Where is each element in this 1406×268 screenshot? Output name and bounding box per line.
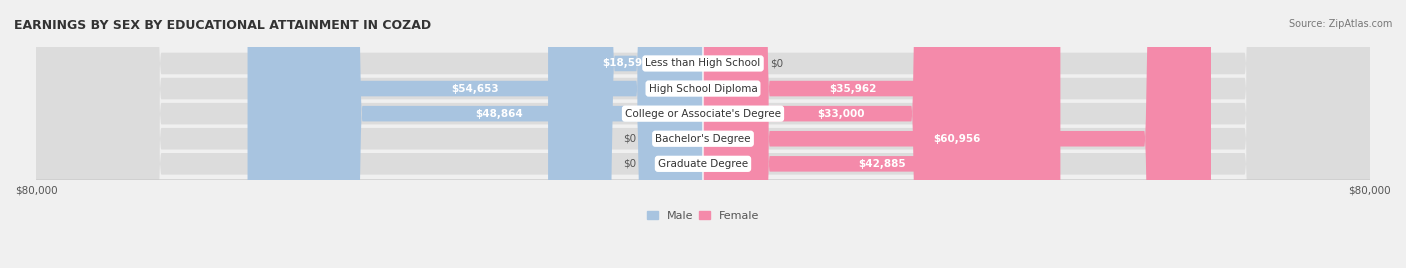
FancyBboxPatch shape <box>247 0 703 268</box>
FancyBboxPatch shape <box>548 0 703 268</box>
Text: Graduate Degree: Graduate Degree <box>658 159 748 169</box>
Text: $18,590: $18,590 <box>602 58 650 68</box>
FancyBboxPatch shape <box>37 0 1369 268</box>
FancyBboxPatch shape <box>37 0 1369 268</box>
Text: $60,956: $60,956 <box>934 134 980 144</box>
FancyBboxPatch shape <box>37 0 1369 268</box>
Text: College or Associate's Degree: College or Associate's Degree <box>626 109 780 119</box>
Text: $35,962: $35,962 <box>830 84 876 94</box>
Text: Source: ZipAtlas.com: Source: ZipAtlas.com <box>1288 19 1392 29</box>
Text: $42,885: $42,885 <box>858 159 905 169</box>
FancyBboxPatch shape <box>703 0 1002 268</box>
Text: Bachelor's Degree: Bachelor's Degree <box>655 134 751 144</box>
Text: EARNINGS BY SEX BY EDUCATIONAL ATTAINMENT IN COZAD: EARNINGS BY SEX BY EDUCATIONAL ATTAINMEN… <box>14 19 432 32</box>
Text: $0: $0 <box>623 159 637 169</box>
FancyBboxPatch shape <box>703 0 1060 268</box>
FancyBboxPatch shape <box>37 0 1369 268</box>
Text: $54,653: $54,653 <box>451 84 499 94</box>
Text: High School Diploma: High School Diploma <box>648 84 758 94</box>
FancyBboxPatch shape <box>37 0 1369 268</box>
Legend: Male, Female: Male, Female <box>643 206 763 225</box>
Text: $33,000: $33,000 <box>817 109 865 119</box>
FancyBboxPatch shape <box>703 0 979 268</box>
Text: $0: $0 <box>769 58 783 68</box>
Text: $0: $0 <box>623 134 637 144</box>
FancyBboxPatch shape <box>703 0 1211 268</box>
FancyBboxPatch shape <box>295 0 703 268</box>
Text: Less than High School: Less than High School <box>645 58 761 68</box>
Text: $48,864: $48,864 <box>475 109 523 119</box>
